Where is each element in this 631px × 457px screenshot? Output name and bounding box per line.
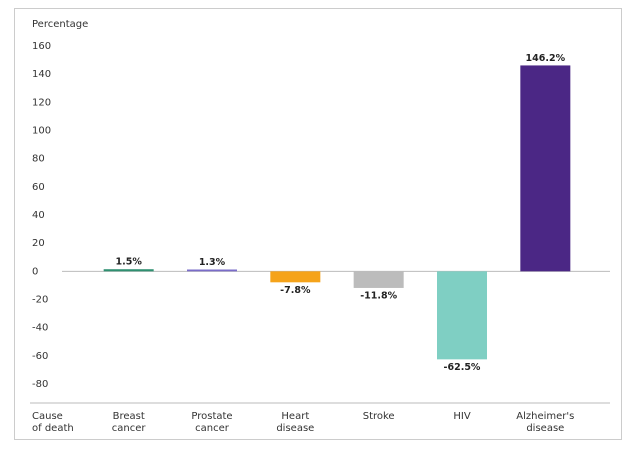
value-label: 1.5% (115, 257, 142, 268)
x-tick-label: Alzheimer's disease (516, 411, 574, 434)
x-axis-label: Cause of death (32, 411, 74, 434)
bar (437, 271, 487, 360)
bar (103, 269, 154, 272)
value-label: -11.8% (360, 290, 397, 301)
y-tick-label: -80 (32, 379, 48, 390)
value-label: 146.2% (526, 53, 566, 64)
y-tick-label: 160 (32, 41, 51, 52)
frame (14, 8, 622, 440)
value-label: -62.5% (444, 362, 481, 373)
x-tick-label: Prostate cancer (191, 411, 232, 434)
bar (520, 65, 571, 272)
x-tick-label: Stroke (363, 411, 395, 422)
value-label: 1.3% (199, 257, 226, 268)
y-tick-label: 140 (32, 69, 51, 80)
y-tick-label: -20 (32, 295, 48, 306)
y-tick-label: -40 (32, 323, 48, 334)
y-tick-label: -60 (32, 351, 48, 362)
y-tick-label: 40 (32, 210, 45, 221)
bar (353, 271, 404, 288)
y-tick-label: 120 (32, 97, 51, 108)
bar (270, 271, 321, 283)
x-tick-label: HIV (453, 411, 470, 422)
y-tick-label: 60 (32, 182, 45, 193)
x-tick-label: Breast cancer (112, 411, 147, 434)
bar (187, 269, 237, 272)
y-tick-label: 100 (32, 126, 51, 137)
y-tick-label: 80 (32, 154, 45, 165)
y-tick-label: 20 (32, 238, 45, 249)
value-label: -7.8% (280, 285, 311, 296)
x-tick-label: Heart disease (276, 411, 314, 434)
y-axis-label: Percentage (32, 19, 88, 30)
y-tick-label: 0 (32, 266, 38, 277)
